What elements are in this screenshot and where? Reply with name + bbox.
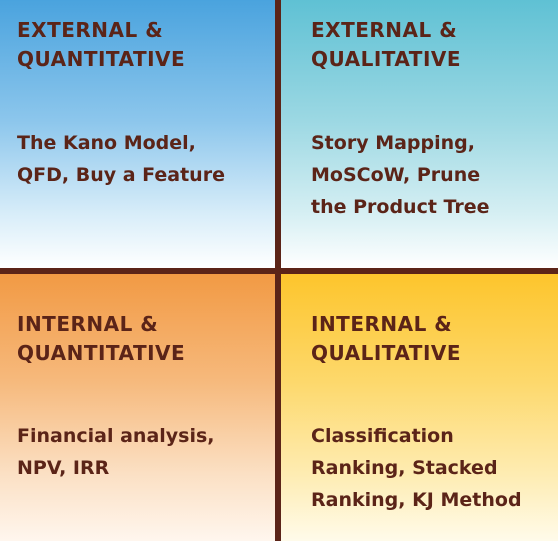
quadrant-methods: Financial analysis, NPV, IRR xyxy=(17,420,215,484)
quadrant-title-line: EXTERNAL & xyxy=(17,18,164,42)
quadrant-title: EXTERNAL & QUALITATIVE xyxy=(311,16,461,74)
quadrant-internal-quantitative: INTERNAL & QUANTITATIVE Financial analys… xyxy=(0,274,275,541)
quadrant-title-line: QUALITATIVE xyxy=(311,47,462,71)
quadrant-methods: Story Mapping, MoSCoW, Prune the Product… xyxy=(311,127,490,223)
method-line: MoSCoW, Prune xyxy=(311,164,481,186)
quadrant-methods: Classification Ranking, Stacked Ranking,… xyxy=(311,420,522,516)
method-line: the Product Tree xyxy=(311,196,490,218)
quadrant-title-line: QUALITATIVE xyxy=(311,341,462,365)
method-line: Financial analysis, xyxy=(17,425,215,447)
quadrant-title: EXTERNAL & QUANTITATIVE xyxy=(17,16,185,74)
quadrant-methods: The Kano Model, QFD, Buy a Feature xyxy=(17,127,225,191)
method-line: Ranking, KJ Method xyxy=(311,489,522,511)
quadrant-internal-qualitative: INTERNAL & QUALITATIVE Classification Ra… xyxy=(281,274,558,541)
method-line: The Kano Model, xyxy=(17,132,196,154)
quadrant-title: INTERNAL & QUANTITATIVE xyxy=(17,310,185,368)
quadrant-title-line: QUANTITATIVE xyxy=(17,47,186,71)
method-line: Classification xyxy=(311,425,454,447)
method-line: Story Mapping, xyxy=(311,132,475,154)
method-line: QFD, Buy a Feature xyxy=(17,164,225,186)
quadrant-title: INTERNAL & QUALITATIVE xyxy=(311,310,461,368)
horizontal-divider xyxy=(0,268,558,274)
quadrant-title-line: INTERNAL & xyxy=(311,312,453,336)
method-line: NPV, IRR xyxy=(17,457,110,479)
quadrant-external-quantitative: EXTERNAL & QUANTITATIVE The Kano Model, … xyxy=(0,0,275,268)
method-line: Ranking, Stacked xyxy=(311,457,498,479)
quadrant-title-line: QUANTITATIVE xyxy=(17,341,186,365)
quadrant-title-line: INTERNAL & xyxy=(17,312,159,336)
quadrant-title-line: EXTERNAL & xyxy=(311,18,458,42)
quadrant-external-qualitative: EXTERNAL & QUALITATIVE Story Mapping, Mo… xyxy=(281,0,558,268)
